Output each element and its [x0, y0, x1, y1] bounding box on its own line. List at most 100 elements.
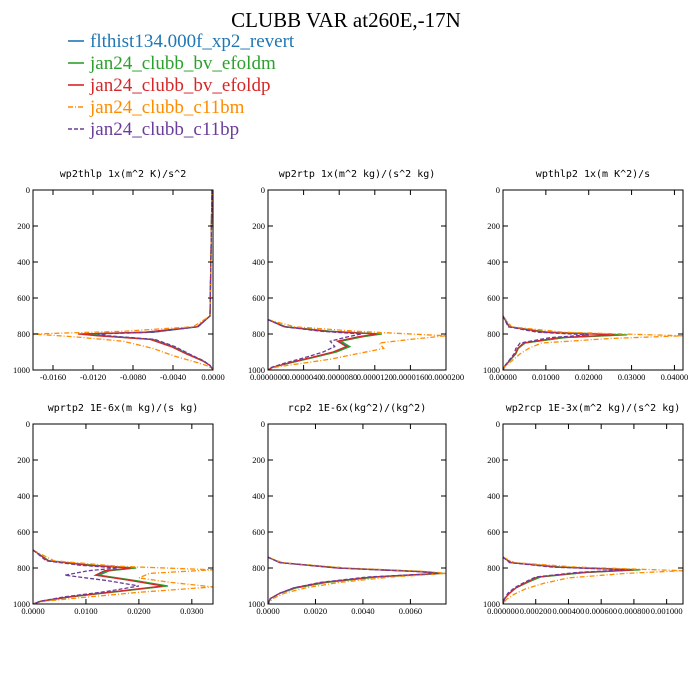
- x-tick-label: 0.02000: [575, 372, 603, 382]
- series-line-4: [503, 556, 683, 604]
- legend-label: jan24_clubb_c11bp: [89, 119, 239, 140]
- y-tick-label: 0: [496, 419, 500, 429]
- x-tick-label: -0.0040: [160, 372, 186, 382]
- panel-title: wp2thlp 1x(m^2 K)/s^2: [60, 169, 186, 180]
- x-tick-label: -0.0160: [40, 372, 66, 382]
- y-tick-label: 400: [17, 491, 30, 501]
- series-line-5: [268, 319, 362, 370]
- series-line-5: [503, 315, 589, 370]
- x-tick-label: 0.0000: [21, 606, 44, 616]
- legend-label: jan24_clubb_bv_efoldm: [89, 53, 276, 74]
- panel-1: wp2thlp 1x(m^2 K)/s^2 0 200 400 600 800 1000 -0…: [13, 169, 225, 382]
- y-tick-label: 1000: [13, 365, 30, 375]
- y-tick-label: 0: [261, 185, 265, 195]
- series-line-2: [82, 190, 213, 370]
- series-line-5: [97, 190, 213, 370]
- y-tick-label: 0: [26, 185, 30, 195]
- y-tick-label: 400: [17, 257, 30, 267]
- x-tick-label: 0.000800: [618, 606, 650, 616]
- x-tick-label: 0.0000160: [392, 372, 428, 382]
- x-tick-label: 0.000600: [585, 606, 617, 616]
- y-tick-label: 400: [252, 257, 265, 267]
- panel-title: wprtp2 1E-6x(m kg)/(s kg): [48, 403, 199, 414]
- y-tick-label: 200: [17, 455, 30, 465]
- series-line-4: [268, 556, 446, 604]
- panel-2: wp2rtp 1x(m^2 kg)/(s^2 kg) 0 200 400 600 800 1…: [248, 169, 464, 382]
- y-tick-label: 800: [252, 329, 265, 339]
- x-tick-label: 0.000000: [487, 606, 519, 616]
- plot-frame: [502, 423, 684, 605]
- panel-title: wp2rcp 1E-3x(m^2 kg)/(s^2 kg): [506, 403, 681, 414]
- y-tick-label: 1000: [248, 365, 265, 375]
- series-line-3: [77, 190, 213, 370]
- plot-frame: [502, 189, 684, 371]
- plot-frame: [32, 189, 214, 371]
- y-tick-label: 200: [487, 455, 500, 465]
- y-tick-label: 600: [252, 527, 265, 537]
- x-tick-label: 0.03000: [618, 372, 646, 382]
- series-line-3: [268, 319, 377, 370]
- plot-frame: [32, 423, 214, 605]
- y-tick-label: 0: [261, 419, 265, 429]
- series-line-1: [87, 190, 213, 370]
- y-tick-label: 1000: [248, 599, 265, 609]
- y-tick-label: 0: [496, 185, 500, 195]
- plot-frame: [267, 423, 447, 605]
- y-tick-label: 800: [252, 563, 265, 573]
- y-tick-label: 1000: [483, 599, 500, 609]
- legend-item: jan24_clubb_bv_efoldm: [68, 53, 276, 74]
- series-line-5: [503, 556, 626, 604]
- y-tick-label: 400: [487, 257, 500, 267]
- panel-4: wprtp2 1E-6x(m kg)/(s kg) 0 200 400 600 800 10…: [13, 403, 214, 616]
- y-tick-label: 200: [252, 221, 265, 231]
- y-tick-label: 600: [17, 527, 30, 537]
- x-tick-label: -0.0120: [80, 372, 106, 382]
- panel-title: wp2rtp 1x(m^2 kg)/(s^2 kg): [279, 169, 436, 180]
- x-tick-label: 0.0100: [74, 606, 97, 616]
- series-line-4: [33, 549, 213, 604]
- y-tick-label: 800: [17, 329, 30, 339]
- legend-label: flthist134.000f_xp2_revert: [90, 31, 295, 52]
- panel-5: rcp2 1E-6x(kg^2)/(kg^2) 0 200 400 600 800 1000…: [248, 403, 447, 616]
- x-tick-label: 0.0040: [351, 606, 374, 616]
- legend-label: jan24_clubb_bv_efoldp: [89, 75, 270, 96]
- x-tick-label: 0.0000000: [250, 372, 286, 382]
- y-tick-label: 800: [487, 563, 500, 573]
- x-tick-label: 0.000400: [553, 606, 585, 616]
- series-line-2: [33, 549, 169, 604]
- y-tick-label: 800: [487, 329, 500, 339]
- series-line-3: [33, 549, 163, 604]
- x-tick-label: 0.04000: [661, 372, 689, 382]
- y-tick-label: 600: [252, 293, 265, 303]
- legend-item: jan24_clubb_bv_efoldp: [68, 75, 270, 96]
- series-line-2: [503, 315, 628, 370]
- plot-frame: [267, 189, 447, 371]
- x-tick-label: 0.01000: [532, 372, 560, 382]
- series-line-5: [33, 549, 139, 604]
- y-tick-label: 600: [487, 527, 500, 537]
- series-line-4: [268, 318, 446, 370]
- series-line-1: [503, 315, 624, 370]
- x-tick-label: 0.000200: [520, 606, 552, 616]
- panel-3: wpthlp2 1x(m K^2)/s 0 200 400 600 800 10000.00…: [483, 169, 688, 382]
- legend: flthist134.000f_xp2_revertjan24_clubb_bv…: [68, 31, 295, 140]
- y-tick-label: 600: [17, 293, 30, 303]
- y-tick-label: 200: [252, 455, 265, 465]
- x-tick-label: 0.0060: [399, 606, 422, 616]
- x-tick-label: 0.0000080: [321, 372, 357, 382]
- x-tick-label: 0.0000: [201, 372, 224, 382]
- x-tick-label: 0.0000: [256, 606, 279, 616]
- y-tick-label: 600: [487, 293, 500, 303]
- x-tick-label: 0.00000: [489, 372, 517, 382]
- y-tick-label: 1000: [483, 365, 500, 375]
- y-tick-label: 400: [252, 491, 265, 501]
- x-tick-label: 0.001000: [651, 606, 683, 616]
- series-line-5: [268, 556, 439, 604]
- legend-item: jan24_clubb_c11bp: [68, 119, 239, 140]
- panels: wp2thlp 1x(m^2 K)/s^2 0 200 400 600 800 1000 -0…: [13, 169, 688, 616]
- panel-6: wp2rcp 1E-3x(m^2 kg)/(s^2 kg) 0 200 400 600 8…: [483, 403, 684, 616]
- x-tick-label: 0.0000040: [286, 372, 322, 382]
- y-tick-label: 800: [17, 563, 30, 573]
- legend-item: flthist134.000f_xp2_revert: [68, 31, 295, 52]
